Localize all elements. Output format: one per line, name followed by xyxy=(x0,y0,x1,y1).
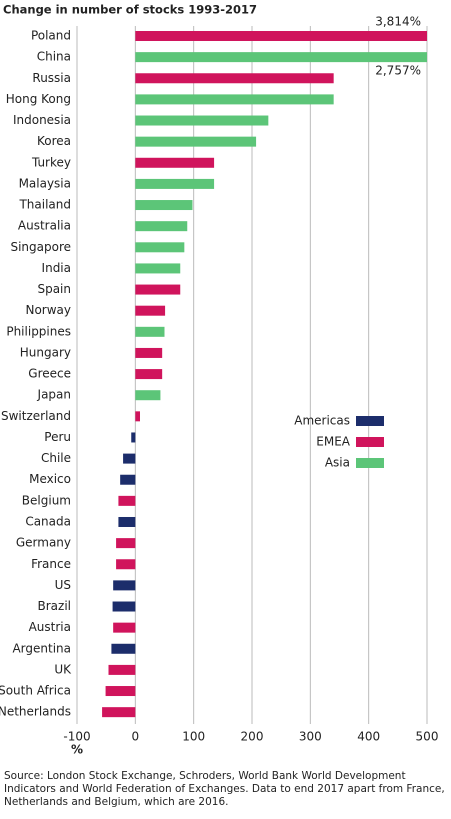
bar xyxy=(123,453,136,464)
x-tick-label: -100 xyxy=(63,730,90,744)
legend-swatch xyxy=(356,458,384,468)
y-tick-label: Greece xyxy=(28,367,71,381)
y-tick-label: Hungary xyxy=(20,345,71,359)
chart: Change in number of stocks 1993-2017 % A… xyxy=(0,3,439,757)
x-tick-label: 200 xyxy=(241,730,264,744)
bar xyxy=(135,178,215,189)
bar xyxy=(113,622,136,633)
bar xyxy=(116,559,136,570)
y-tick-label: Malaysia xyxy=(19,176,71,190)
y-tick-label: Norway xyxy=(25,303,71,317)
bar xyxy=(120,474,136,485)
y-tick-label: India xyxy=(42,261,71,275)
bar xyxy=(135,390,161,401)
x-axis-label: % xyxy=(71,743,83,757)
y-tick-label: Austria xyxy=(29,620,71,634)
y-tick-label: Argentina xyxy=(12,641,71,655)
legend-swatch xyxy=(356,437,384,447)
y-tick-label: Australia xyxy=(18,219,71,233)
y-tick-label: Indonesia xyxy=(13,113,71,127)
source-note: Source: London Stock Exchange, Schroders… xyxy=(4,770,445,808)
y-tick-label: Thailand xyxy=(18,198,71,212)
bar xyxy=(135,263,181,274)
y-tick-label: Canada xyxy=(25,514,71,528)
y-tick-label: Turkey xyxy=(31,155,71,169)
bar xyxy=(135,94,334,105)
bar xyxy=(131,432,136,443)
y-tick-label: Hong Kong xyxy=(6,92,71,106)
y-tick-label: Poland xyxy=(31,29,71,43)
y-tick-label: Netherlands xyxy=(0,705,71,719)
bar xyxy=(135,411,140,422)
y-tick-label: Brazil xyxy=(38,599,72,613)
legend-swatch xyxy=(356,416,384,426)
bar xyxy=(135,200,193,211)
x-tick-label: 300 xyxy=(299,730,322,744)
y-tick-label: UK xyxy=(54,662,72,676)
bar xyxy=(135,115,269,126)
y-tick-label: Mexico xyxy=(29,472,71,486)
x-tick-label: 0 xyxy=(132,730,140,744)
x-tick-label: 100 xyxy=(182,730,205,744)
bar xyxy=(135,52,427,63)
value-label: 2,757% xyxy=(375,64,421,78)
y-tick-label: Belgium xyxy=(22,493,71,507)
bar xyxy=(135,326,165,337)
bar xyxy=(113,580,136,591)
legend-label: Asia xyxy=(325,456,350,470)
bar xyxy=(135,73,334,84)
bar xyxy=(135,284,181,295)
bar xyxy=(118,516,136,527)
bar xyxy=(111,643,136,654)
bar xyxy=(116,538,136,549)
bar xyxy=(105,686,136,697)
y-tick-label: Germany xyxy=(16,536,71,550)
y-tick-label: Singapore xyxy=(10,240,71,254)
bar xyxy=(112,601,136,612)
value-label: 3,814% xyxy=(375,15,421,29)
bar xyxy=(102,707,136,718)
y-tick-label: Japan xyxy=(37,388,71,402)
legend-label: EMEA xyxy=(316,435,351,449)
bar xyxy=(135,369,163,380)
bar xyxy=(118,495,136,506)
bar xyxy=(135,157,215,168)
y-tick-label: Philippines xyxy=(6,324,71,338)
y-tick-label: US xyxy=(55,578,71,592)
y-tick-label: Russia xyxy=(32,71,71,85)
y-tick-label: Switzerland xyxy=(1,409,71,423)
y-tick-label: France xyxy=(31,557,71,571)
x-tick-label: 400 xyxy=(357,730,380,744)
bar xyxy=(108,664,136,675)
y-tick-label: South Africa xyxy=(0,684,71,698)
chart-title: Change in number of stocks 1993-2017 xyxy=(3,3,257,17)
bar xyxy=(135,136,257,147)
bar xyxy=(135,221,188,232)
y-tick-label: Chile xyxy=(41,451,71,465)
x-tick-label: 500 xyxy=(416,730,439,744)
bar xyxy=(135,242,185,253)
y-tick-label: Peru xyxy=(44,430,71,444)
bar xyxy=(135,31,427,41)
legend-label: Americas xyxy=(294,414,350,428)
bar xyxy=(135,305,166,316)
y-tick-label: Korea xyxy=(37,134,71,148)
bar xyxy=(135,347,163,358)
y-tick-label: Spain xyxy=(37,282,71,296)
y-tick-label: China xyxy=(37,50,71,64)
